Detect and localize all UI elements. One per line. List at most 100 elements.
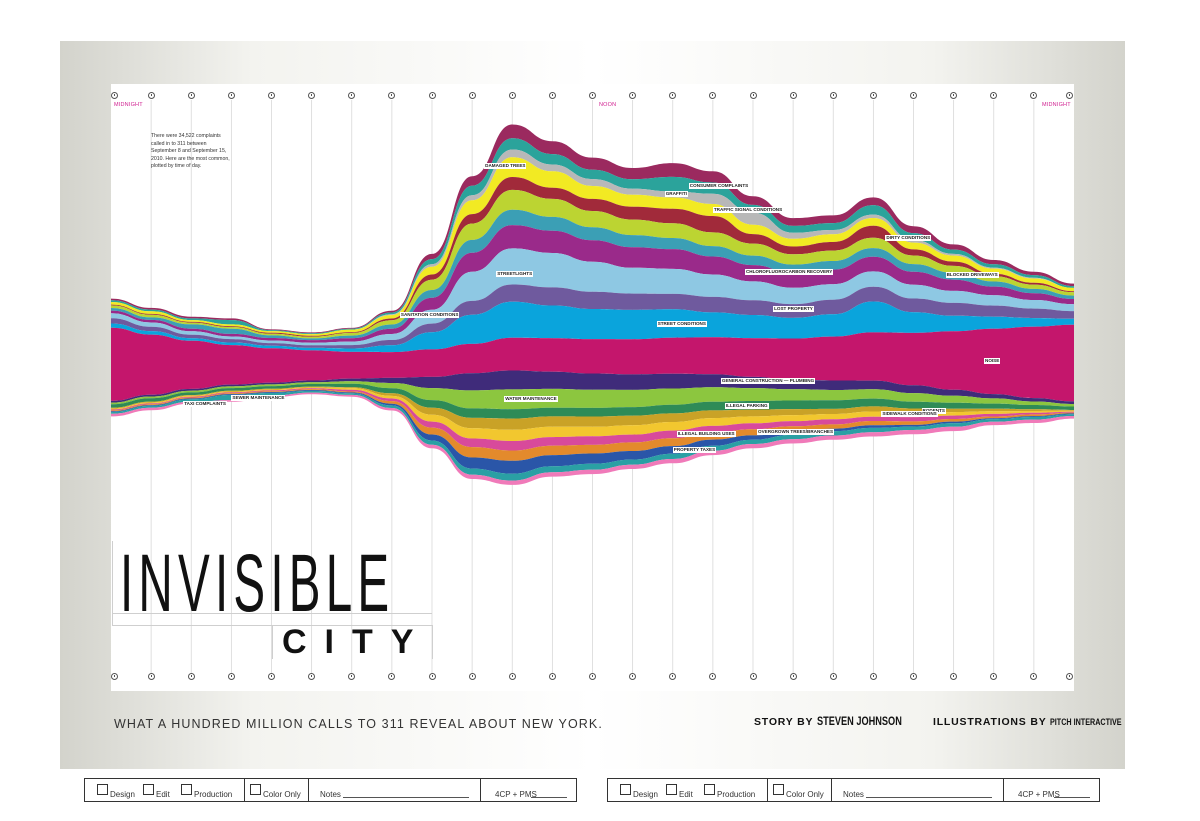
design-checkbox[interactable]: [97, 784, 108, 795]
clock-icon: [589, 673, 596, 680]
clock-icon: [829, 673, 837, 680]
design-label: Design: [110, 790, 135, 799]
streamgraph: [111, 100, 1074, 679]
clock-icon: [629, 673, 637, 680]
midnight-end-label: MIDNIGHT: [1042, 102, 1071, 108]
stream-band-streetlights: [111, 248, 1074, 346]
series-label: ILLEGAL BUILDING USES: [676, 430, 736, 437]
edit-label: Edit: [679, 790, 693, 799]
clock-icon: [789, 92, 797, 99]
series-label: SIDEWALK CONDITIONS: [881, 411, 938, 418]
series-label: LOST PROPERTY: [773, 306, 814, 313]
intro-text: There were 34,522 complaints called in t…: [151, 133, 230, 169]
stream-band-general-construction-plumbing: [111, 370, 1074, 404]
story-prefix: STORY BY: [754, 716, 814, 728]
clock-icon: [308, 92, 316, 99]
clock-icon: [548, 673, 556, 680]
clock-icon: [388, 92, 396, 99]
notes-label: Notes: [320, 790, 341, 799]
clock-icon: [308, 673, 316, 680]
clock-icon: [709, 673, 717, 680]
clock-icon: [869, 92, 877, 99]
clock-icon: [111, 92, 118, 99]
streamgraph-panel: MIDNIGHT NOON MIDNIGHT There were 34,522…: [111, 84, 1074, 691]
series-label: RODENTS: [921, 407, 946, 414]
clock-icon: [709, 92, 717, 99]
stream-band-sewer-maintenance: [111, 390, 1074, 481]
title-main: INVISIBLE: [120, 538, 395, 629]
clock-icon: [1030, 673, 1038, 680]
stream-band-traffic-signal-conditions: [111, 157, 1074, 336]
design-checkbox[interactable]: [620, 784, 631, 795]
clock-icon: [508, 673, 516, 680]
series-label: SEWER MAINTENANCE: [231, 394, 286, 401]
clock-icon: [147, 673, 155, 680]
clock-icon: [669, 92, 677, 99]
clock-icon: [428, 673, 436, 680]
stream-band-dirty-conditions: [111, 177, 1074, 337]
series-label: SANITATION CONDITIONS: [399, 311, 460, 318]
stream-band-overgrown-trees-branches: [111, 389, 1074, 461]
production-stamp-right: Design Edit Production Color Only Notes …: [607, 778, 1100, 802]
series-label: STREETLIGHTS: [496, 271, 534, 278]
credits: STORY BY STEVEN JOHNSON ILLUSTRATIONS BY…: [754, 716, 1139, 728]
production-label: Production: [717, 790, 756, 799]
noon-label: NOON: [599, 102, 617, 108]
midnight-start-label: MIDNIGHT: [114, 102, 143, 108]
clock-icon: [428, 92, 436, 99]
title-sub: CITY: [282, 623, 432, 661]
stream-band-illegal-building-uses: [111, 388, 1074, 451]
color-only-checkbox[interactable]: [250, 784, 261, 795]
production-checkbox[interactable]: [704, 784, 715, 795]
stream-band-damaged-trees: [111, 124, 1074, 334]
series-label: GRAFFITI: [664, 190, 688, 197]
clock-icon: [629, 92, 637, 99]
clock-icon: [548, 92, 556, 99]
illustrations-prefix: ILLUSTRATIONS BY: [933, 716, 1047, 728]
series-label: ILLEGAL PARKING: [724, 402, 769, 409]
illustrations-name: PITCH INTERACTIVE: [1049, 717, 1122, 727]
clock-icon: [789, 673, 797, 680]
stream-band-illegal-parking: [111, 383, 1074, 419]
series-label: OVERGROWN TREES/BRANCHES: [757, 429, 835, 435]
series-label: PROPERTY TAXES: [672, 446, 717, 453]
series-label: BLOCKED DRIVEWAYS: [945, 271, 999, 278]
clock-icon: [111, 673, 118, 680]
stream-band-water-maintenance: [111, 381, 1074, 410]
clock-icon: [227, 92, 235, 99]
clock-icon: [147, 92, 155, 99]
production-label: Production: [194, 790, 233, 799]
color-spec-label: 4CP + PMS: [1018, 790, 1060, 799]
design-label: Design: [633, 790, 658, 799]
notes-label: Notes: [843, 790, 864, 799]
stream-band-property-taxes: [111, 390, 1074, 474]
color-spec-label: 4CP + PMS: [495, 790, 537, 799]
clock-icon: [950, 673, 958, 680]
clock-icon: [869, 673, 877, 680]
edit-label: Edit: [156, 790, 170, 799]
series-label: GENERAL CONSTRUCTION — PLUMBING: [720, 378, 816, 385]
clock-icon: [227, 673, 235, 680]
clock-icon: [508, 92, 516, 99]
clock-icon: [1030, 92, 1038, 99]
clock-icon: [990, 673, 998, 680]
color-only-label: Color Only: [786, 790, 824, 799]
stream-band-noise: [111, 324, 1074, 402]
series-label: NOISE: [984, 358, 1001, 365]
series-label: CONSUMER COMPLAINTS: [688, 182, 750, 189]
clock-icon: [268, 92, 275, 99]
clock-icon: [348, 673, 356, 680]
edit-checkbox[interactable]: [666, 784, 677, 795]
series-label: WATER MAINTENANCE: [504, 396, 558, 403]
clock-icon: [990, 92, 998, 99]
stream-band-chlorofluorocarbon-recovery: [111, 225, 1074, 343]
production-checkbox[interactable]: [181, 784, 192, 795]
edit-checkbox[interactable]: [143, 784, 154, 795]
clock-icon: [749, 92, 757, 99]
production-stamp-left: Design Edit Production Color Only Notes …: [84, 778, 577, 802]
clock-icon: [910, 92, 917, 99]
color-only-checkbox[interactable]: [773, 784, 784, 795]
clock-icon: [1066, 92, 1073, 99]
clock-icon: [1066, 673, 1073, 680]
clock-icon: [829, 92, 837, 99]
